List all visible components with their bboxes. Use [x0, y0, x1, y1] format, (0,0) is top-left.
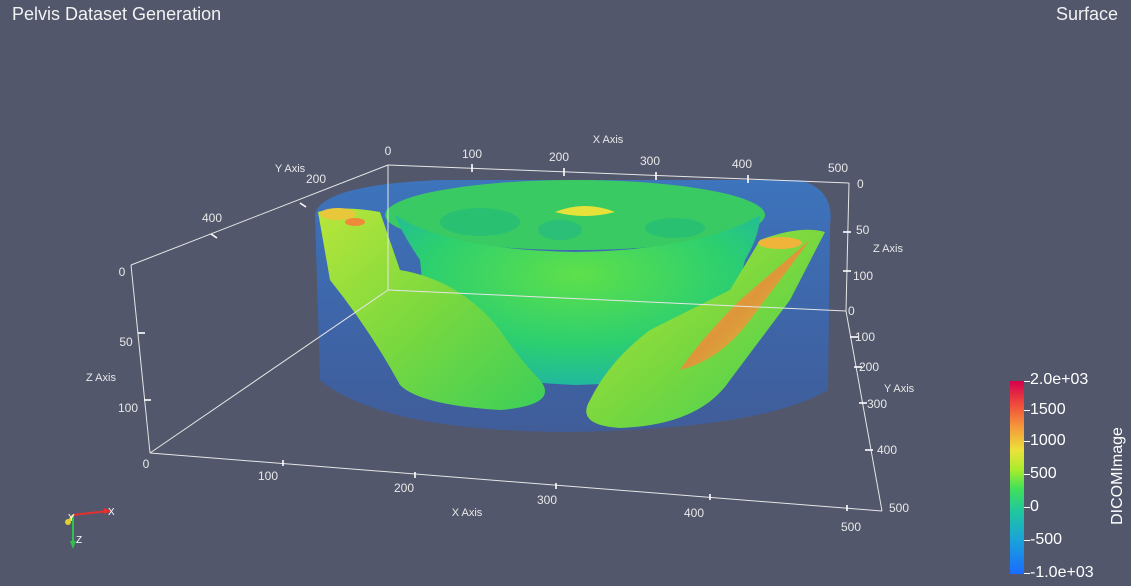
top-x-tick-label: 0	[385, 144, 392, 158]
orientation-y-label: Y	[68, 513, 75, 524]
top-x-tick-label: 100	[462, 147, 482, 161]
right-z-axis-title: Z Axis	[873, 243, 903, 255]
left-z-axis-title: Z Axis	[86, 372, 116, 384]
bottom-x-tick-label: 100	[258, 469, 278, 483]
colorbar-tick	[1024, 381, 1030, 382]
right-y-tick-label: 100	[855, 330, 875, 344]
bottom-x-tick-label: 400	[684, 506, 704, 520]
color-legend-bar	[1010, 381, 1024, 574]
axis-titles: X Axis X Axis Y Axis Y Axis Z Axis Z Axi…	[86, 134, 915, 519]
colorbar-label: -500	[1030, 531, 1063, 548]
bottom-x-tick-label: 0	[143, 457, 150, 471]
top-x-tick-label: 300	[640, 154, 660, 168]
bottom-x-tick-label: 300	[537, 493, 557, 507]
axes-bounding-box	[130, 164, 883, 512]
left-z-tick-label: 0	[119, 265, 126, 279]
right-z-tick-label: 100	[853, 269, 873, 283]
colorbar-tick	[1024, 540, 1030, 541]
render-view-title: Pelvis Dataset Generation	[12, 4, 222, 24]
left-y-tick-label: 200	[306, 172, 326, 186]
top-x-axis-title: X Axis	[593, 134, 624, 146]
top-x-tick-label: 400	[732, 157, 752, 171]
right-y-tick-label: 200	[859, 360, 879, 374]
colorbar-title: DICOMImage	[1109, 427, 1126, 525]
right-z-tick-label: 0	[848, 304, 855, 318]
colorbar-tick	[1024, 573, 1030, 574]
colorbar-label: 1500	[1030, 401, 1066, 418]
colorbar-label: 2.0e+03	[1030, 371, 1089, 388]
left-z-tick-label: 100	[118, 401, 138, 415]
colorbar-label: 0	[1030, 498, 1039, 515]
right-y-tick-label: 500	[889, 501, 909, 515]
top-x-tick-label: 500	[828, 161, 848, 175]
colorbar-label: 500	[1030, 465, 1057, 482]
orientation-x-label: X	[108, 507, 115, 518]
colorbar-tick	[1024, 474, 1030, 475]
top-x-tick-label: 200	[549, 150, 569, 164]
bottom-x-axis-title: X Axis	[452, 507, 483, 519]
left-y-tick-label: 400	[202, 211, 222, 225]
volume-rendering	[315, 180, 831, 432]
axis-tick-labels: 0 100 200 300 400 500 0 100 200 300 400 …	[118, 144, 909, 534]
right-z-tick-label: 0	[857, 177, 864, 191]
right-y-axis-title: Y Axis	[884, 383, 915, 395]
bottom-x-tick-label: 200	[394, 481, 414, 495]
colorbar-label: 1000	[1030, 432, 1066, 449]
right-y-tick-label: 400	[877, 443, 897, 457]
colorbar-tick	[1024, 441, 1030, 442]
right-y-tick-label: 300	[867, 397, 887, 411]
orientation-axes-widget: X Y Z	[65, 507, 115, 549]
left-y-axis-title: Y Axis	[275, 163, 306, 175]
orientation-z-label: Z	[76, 535, 82, 546]
left-z-tick-label: 50	[119, 335, 133, 349]
axis-ticks	[138, 164, 873, 511]
representation-mode-label: Surface	[1055, 4, 1118, 24]
colorbar-tick	[1024, 410, 1030, 411]
bottom-x-tick-label: 500	[841, 520, 861, 534]
colorbar-label: -1.0e+03	[1030, 564, 1094, 581]
colorbar-tick	[1024, 507, 1030, 508]
right-z-tick-label: 50	[856, 223, 870, 237]
